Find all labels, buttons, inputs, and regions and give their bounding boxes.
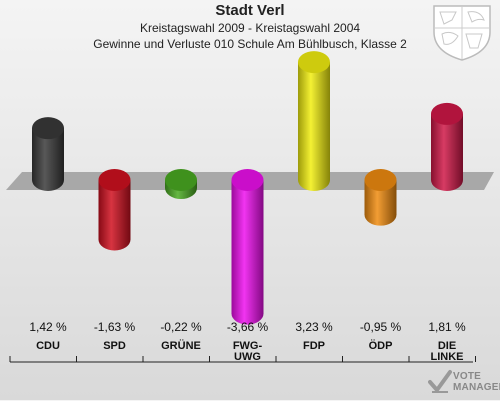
value-label-7: 1,81 % [428,320,466,334]
chart-subtitle-district: Gewinne und Verluste 010 Schule Am Bühlb… [93,37,407,51]
value-label-4: -3,66 % [227,320,269,334]
ballot-check-icon [428,370,452,393]
category-label-7: DIE LINKE [431,340,464,363]
category-label-4: FWG-UWG [233,340,263,363]
bar-7 [431,102,463,191]
bar-1 [32,117,64,191]
logo-text-manager: MANAGER [453,382,500,393]
bar-4 [231,169,264,325]
chart-subtitle-comparison: Kreistagswahl 2009 - Kreistagswahl 2004 [139,21,361,35]
bar-2 [98,169,131,251]
value-label-5: 3,23 % [295,320,333,334]
category-label-1: CDU [36,340,60,352]
category-label-2: SPD [103,340,126,352]
coat-of-arms-icon [433,5,491,61]
value-label-6: -0,95 % [360,320,402,334]
bar-3 [165,169,197,200]
logo-text-vote: VOTE [453,371,482,382]
category-label-5: FDP [303,340,325,352]
bar-5 [298,51,330,191]
chart-title: Stadt Verl [215,2,285,19]
value-label-1: 1,42 % [29,320,67,334]
value-label-2: -1,63 % [94,320,136,334]
bar-6 [364,169,397,226]
value-label-3: -0,22 % [160,320,202,334]
category-label-3: GRÜNE [161,339,201,352]
vote-manager-logo: VOTE MANAGER [428,368,500,398]
category-label-6: ÖDP [369,339,393,352]
